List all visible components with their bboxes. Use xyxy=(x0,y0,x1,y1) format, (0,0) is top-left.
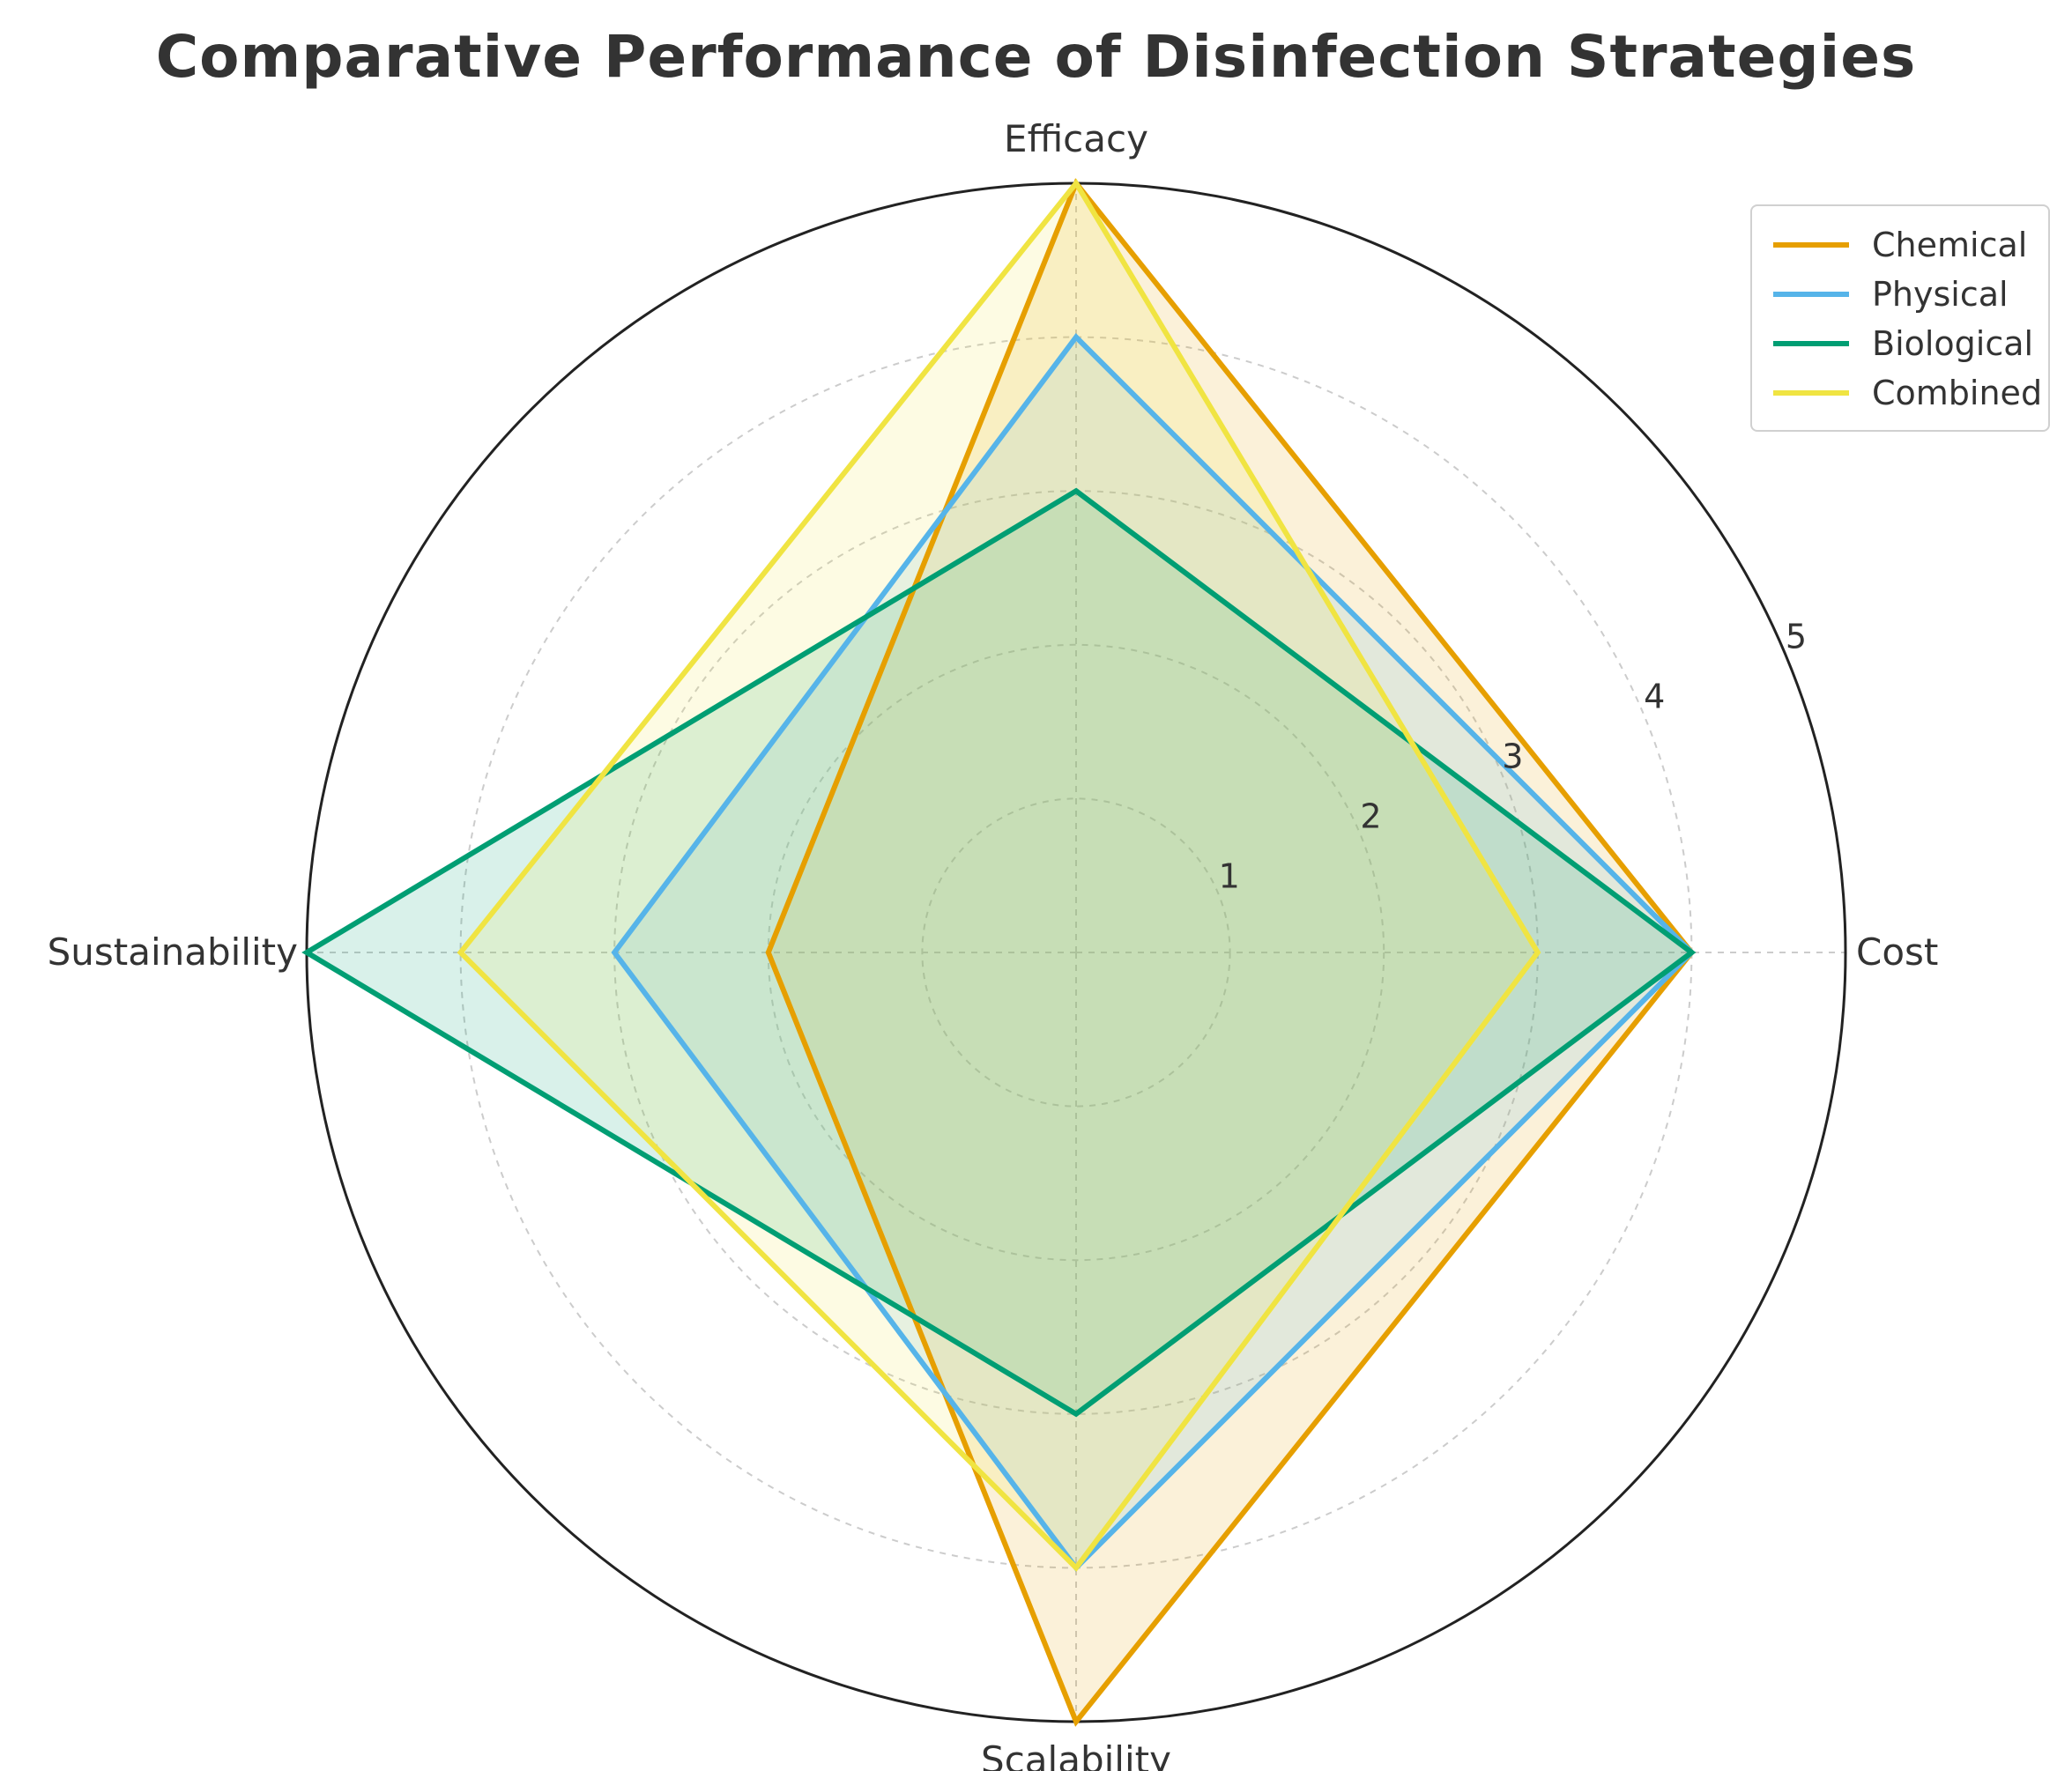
axis-label-sustainability: Sustainability xyxy=(48,930,298,974)
axis-label-efficacy: Efficacy xyxy=(1004,117,1148,160)
legend-swatch-biological xyxy=(1773,341,1849,346)
legend-label-biological: Biological xyxy=(1872,324,2034,363)
legend-swatch-physical xyxy=(1773,292,1849,297)
legend-item-combined: Combined xyxy=(1752,368,2048,418)
radial-tick-2: 2 xyxy=(1360,797,1381,836)
legend-item-physical: Physical xyxy=(1752,270,2048,319)
series-line-chemical xyxy=(765,178,1696,1727)
series-fill-physical xyxy=(614,337,1692,1568)
radial-tick-5: 5 xyxy=(1786,618,1807,656)
axis-label-cost: Cost xyxy=(1856,930,1938,974)
axis-labels: Efficacy Cost Scalability Sustainability 1 2 3… xyxy=(48,117,1939,1771)
chart-title: Comparative Performance of Disinfection … xyxy=(155,23,1917,91)
series-fill-biological xyxy=(307,491,1692,1414)
series-fill-chemical xyxy=(768,183,1692,1722)
legend-swatch-combined xyxy=(1773,390,1849,396)
series-line-biological xyxy=(301,487,1697,1418)
legend-label-combined: Combined xyxy=(1872,374,2043,412)
series-line-combined xyxy=(457,178,1541,1572)
legend-swatch-chemical xyxy=(1773,242,1849,248)
series-lines xyxy=(301,178,1697,1727)
legend-item-biological: Biological xyxy=(1752,319,2048,368)
legend: Chemical Physical Biological Combined xyxy=(1750,204,2050,432)
radial-tick-4: 4 xyxy=(1644,678,1665,716)
radial-tick-3: 3 xyxy=(1502,737,1523,776)
legend-item-chemical: Chemical xyxy=(1752,220,2048,270)
axis-label-scalability: Scalability xyxy=(981,1738,1171,1771)
legend-label-physical: Physical xyxy=(1872,275,2009,314)
legend-label-chemical: Chemical xyxy=(1872,226,2028,264)
radial-tick-1: 1 xyxy=(1219,857,1240,896)
series-fills xyxy=(307,183,1692,1722)
series-fill-combined xyxy=(460,183,1538,1568)
